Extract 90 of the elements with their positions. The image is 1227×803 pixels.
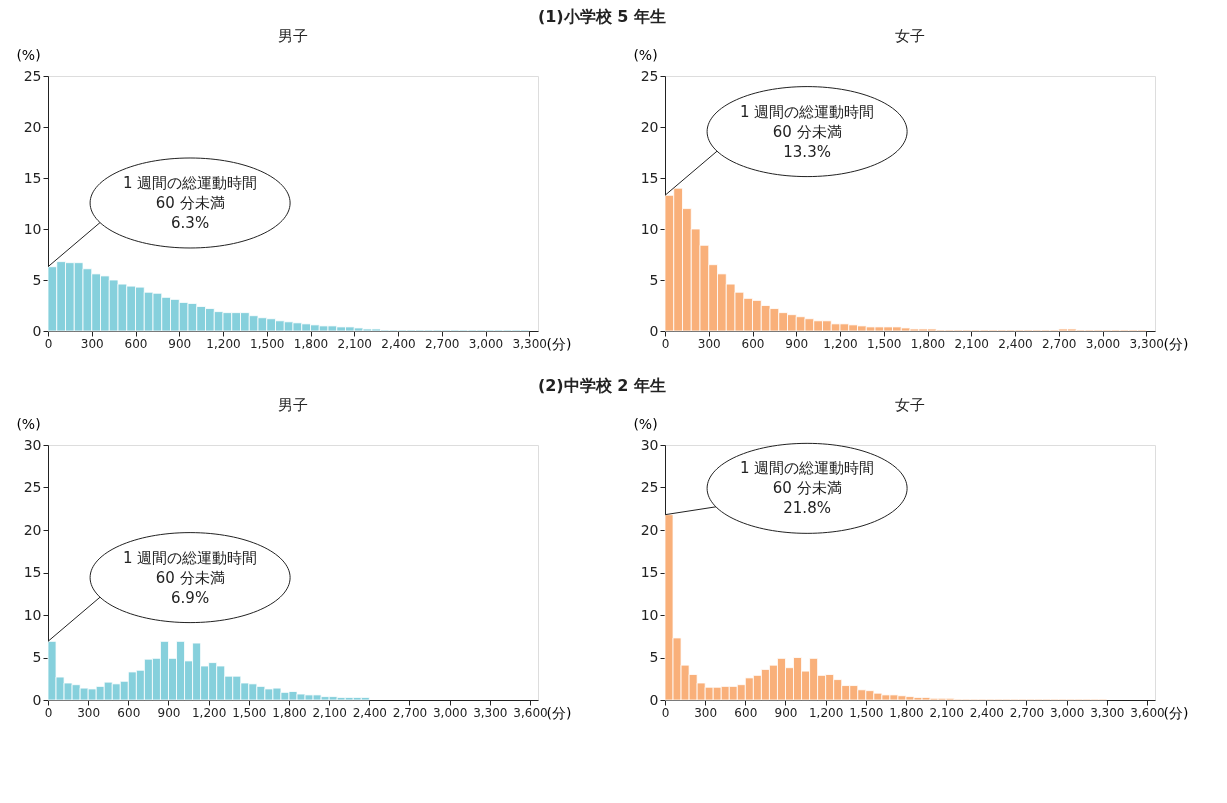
x-tick-label: 900 xyxy=(785,336,809,351)
y-tick-label: 20 xyxy=(640,521,659,538)
x-tick-label: 2,100 xyxy=(337,336,372,351)
y-tick-label: 5 xyxy=(649,271,659,288)
x-tick-label: 3,600 xyxy=(513,705,548,720)
y-tick-label: 15 xyxy=(23,564,42,580)
x-tick-label: 1,800 xyxy=(272,705,307,720)
y-tick-label: 10 xyxy=(640,606,659,623)
x-tick-label: 600 xyxy=(741,336,765,351)
y-tick-label: 10 xyxy=(23,606,42,623)
x-tick-label: 0 xyxy=(661,705,670,720)
x-tick-label: 3,000 xyxy=(432,705,468,720)
x-axis-title: (分) xyxy=(1163,335,1189,352)
y-tick-label: 30 xyxy=(640,436,659,453)
x-tick-label: 900 xyxy=(157,705,181,720)
x-tick-label: 600 xyxy=(124,336,148,351)
x-tick-label: 3,000 xyxy=(468,336,504,351)
x-tick-label: 3,000 xyxy=(1049,705,1085,720)
x-tick-label: 900 xyxy=(168,336,192,351)
text: (1)小学校 5 年生 xyxy=(537,6,666,26)
y-tick-label: 5 xyxy=(32,649,42,665)
chart-subtitle: 男子 xyxy=(278,27,308,45)
x-tick-label: 3,300 xyxy=(473,705,508,720)
x-tick-label: 1,200 xyxy=(808,705,844,720)
x-tick-label: 900 xyxy=(774,705,798,720)
y-tick-label: 20 xyxy=(23,118,42,135)
y-tick-label: 20 xyxy=(23,521,42,538)
x-axis-title: (分) xyxy=(546,335,572,352)
x-tick-label: 0 xyxy=(44,705,53,720)
y-tick-label: 15 xyxy=(640,169,659,186)
y-axis-title: (%) xyxy=(16,46,41,63)
x-tick-label: 1,500 xyxy=(232,705,267,720)
y-tick-label: 25 xyxy=(640,67,659,84)
x-tick-label: 2,400 xyxy=(381,336,416,351)
x-tick-label: 2,100 xyxy=(929,705,964,720)
x-tick-label: 300 xyxy=(694,705,718,720)
x-tick-label: 1,800 xyxy=(293,336,329,351)
x-tick-label: 1,500 xyxy=(867,336,902,351)
x-tick-label: 1,500 xyxy=(250,336,285,351)
x-axis-title: (分) xyxy=(1163,704,1189,721)
text: (2)中学校 2 年生 xyxy=(537,375,666,395)
y-tick-label: 20 xyxy=(640,118,659,135)
x-tick-label: 1,800 xyxy=(910,336,946,351)
x-tick-label: 2,400 xyxy=(998,336,1033,351)
x-tick-label: 3,300 xyxy=(1129,336,1164,351)
y-axis-title: (%) xyxy=(16,415,41,432)
x-tick-label: 2,700 xyxy=(425,336,460,351)
x-tick-label: 1,200 xyxy=(206,336,241,351)
x-tick-label: 1,200 xyxy=(823,336,858,351)
x-tick-label: 0 xyxy=(661,336,670,351)
x-tick-label: 300 xyxy=(77,705,101,720)
y-tick-label: 25 xyxy=(640,479,659,495)
x-axis-title: (分) xyxy=(546,704,572,721)
x-tick-label: 300 xyxy=(80,336,104,351)
x-tick-label: 0 xyxy=(44,336,53,351)
y-tick-label: 10 xyxy=(23,220,42,237)
x-tick-label: 2,400 xyxy=(969,705,1004,720)
y-tick-label: 15 xyxy=(23,169,42,186)
y-tick-label: 25 xyxy=(23,479,42,495)
x-tick-label: 2,700 xyxy=(392,705,428,720)
y-tick-label: 5 xyxy=(32,271,42,288)
x-tick-label: 1,800 xyxy=(889,705,924,720)
y-axis-title: (%) xyxy=(633,46,658,63)
y-axis-title: (%) xyxy=(633,415,658,432)
y-tick-label: 0 xyxy=(649,691,659,708)
x-tick-label: 2,400 xyxy=(352,705,387,720)
y-tick-label: 10 xyxy=(640,220,659,237)
chart-subtitle: 男子 xyxy=(278,396,308,414)
x-tick-label: 600 xyxy=(734,705,758,720)
x-tick-label: 3,000 xyxy=(1085,336,1121,351)
x-tick-label: 1,200 xyxy=(191,705,227,720)
y-tick-label: 25 xyxy=(23,67,42,84)
x-tick-label: 3,600 xyxy=(1130,705,1165,720)
chart-title: 女子 xyxy=(895,396,925,414)
y-tick-label: 0 xyxy=(32,322,42,339)
y-tick-label: 15 xyxy=(640,564,659,580)
x-tick-label: 300 xyxy=(697,336,721,351)
x-tick-label: 1,500 xyxy=(849,705,884,720)
y-tick-label: 0 xyxy=(649,322,659,339)
y-tick-label: 30 xyxy=(23,436,42,453)
x-tick-label: 2,700 xyxy=(1009,705,1045,720)
chart-title: 女子 xyxy=(895,27,925,45)
x-tick-label: 2,700 xyxy=(1042,336,1077,351)
y-tick-label: 0 xyxy=(32,691,42,708)
x-tick-label: 3,300 xyxy=(1090,705,1125,720)
x-tick-label: 600 xyxy=(117,705,141,720)
x-tick-label: 2,100 xyxy=(312,705,347,720)
y-tick-label: 5 xyxy=(649,649,659,665)
x-tick-label: 3,300 xyxy=(512,336,547,351)
x-tick-label: 2,100 xyxy=(954,336,989,351)
